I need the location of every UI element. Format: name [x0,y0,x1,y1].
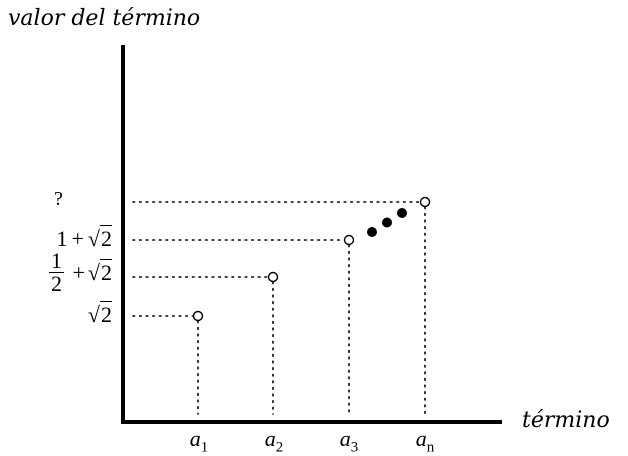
x-tick-label-a2: a2 [264,426,284,456]
radical-sign-icon: √ [87,226,100,251]
y-tick-label-one-plus-sqrt2: 1 + √2 [56,225,112,252]
fraction-numerator: 1 [49,248,64,273]
sequence-point-2 [267,271,279,283]
y-tick-label-unknown: ? [54,188,63,210]
radical-sign-icon: √ [87,259,100,285]
sequence-point-3 [343,234,355,246]
fraction-denominator: 2 [51,271,62,296]
radicand: 2 [100,258,112,285]
ellipsis-dot-2 [382,217,392,228]
y-tick-label-half-plus-sqrt2: 1 2 + √2 [49,250,112,295]
sequence-point-1 [192,310,204,322]
leading-one: 1 [56,226,68,251]
fraction: 1 2 [49,250,64,295]
y-tick-label-sqrt2: √2 [87,301,112,328]
radicand: 2 [100,225,112,251]
x-tick-label-a1: a1 [189,426,209,456]
radical-sign-icon: √ [87,302,100,327]
sequence-point-4 [419,196,431,208]
plus-sign: + [71,226,84,251]
ellipsis-dot-1 [367,227,377,237]
plus-sign: + [72,259,85,285]
y-axis-title: valor del término [8,6,201,31]
ellipsis-dot-3 [397,208,407,218]
x-tick-label-an: an [415,426,435,456]
x-tick-label-a3: a3 [339,426,359,456]
radicand: 2 [100,301,112,327]
x-axis-title: término [522,408,610,433]
